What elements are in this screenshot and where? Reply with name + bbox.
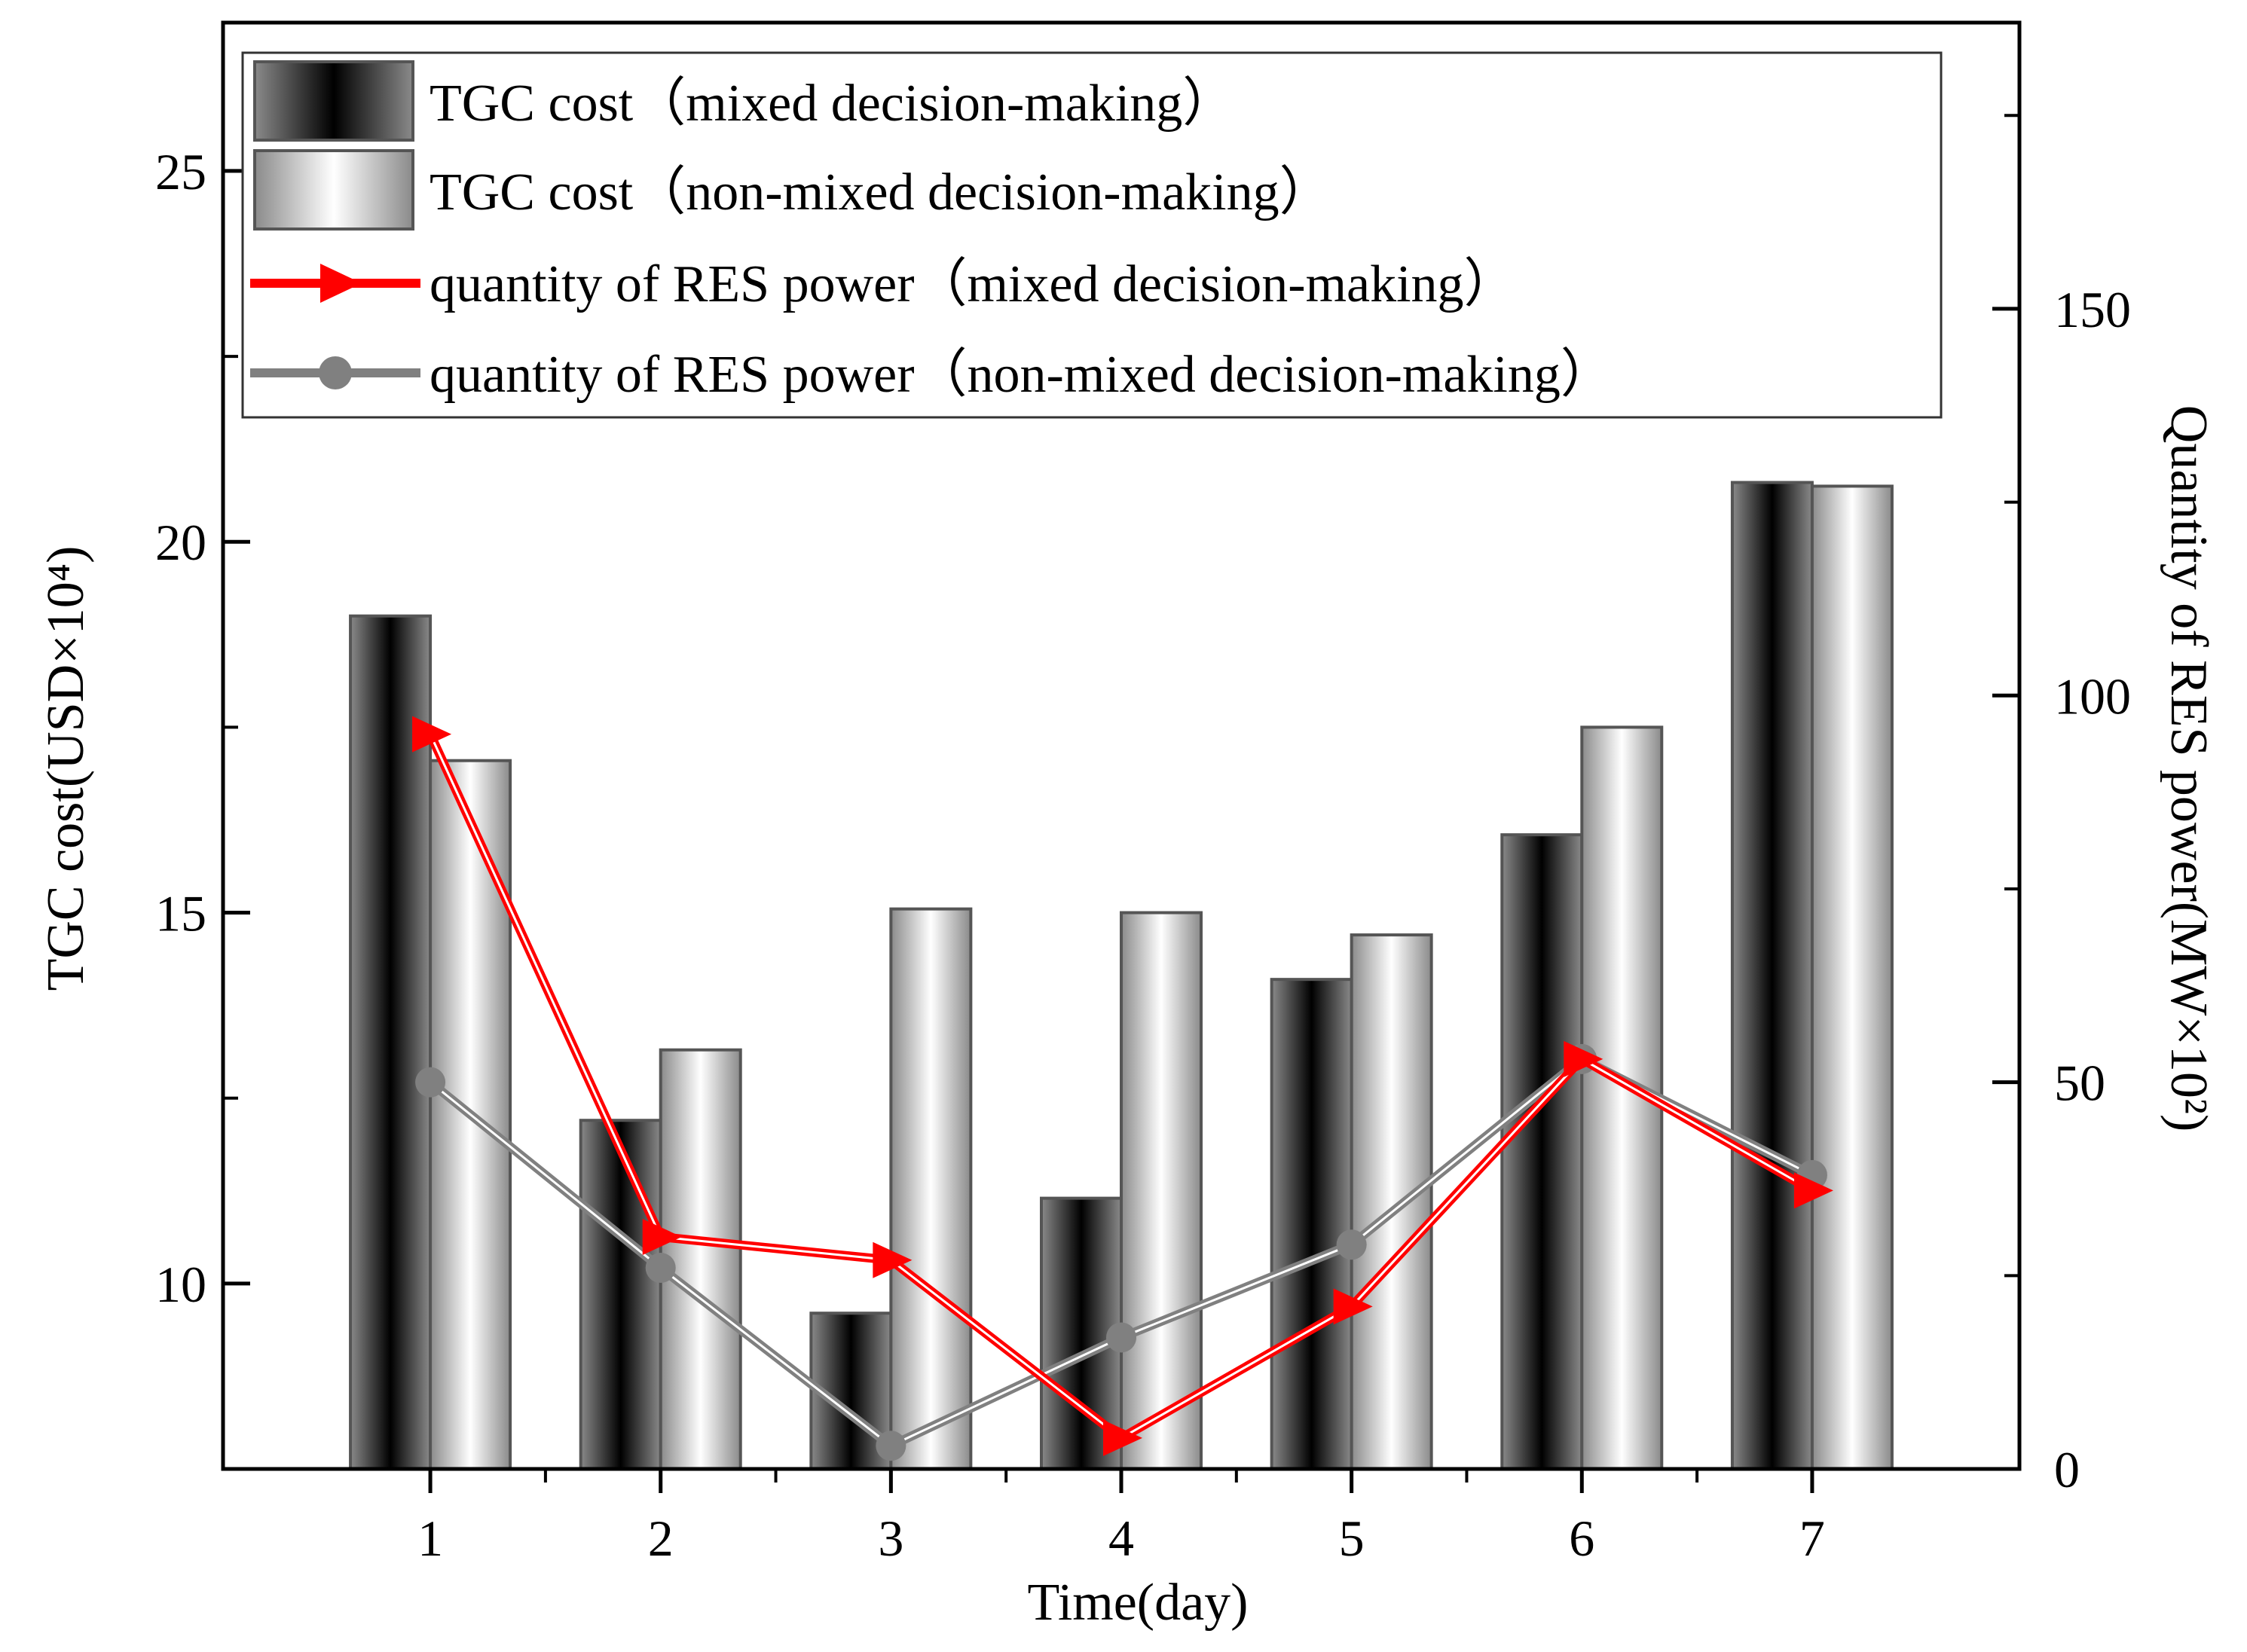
bars-layer xyxy=(349,481,1894,1471)
y-tick-label-10: 10 xyxy=(155,1256,206,1313)
marker-nonmixed-day-4 xyxy=(1106,1322,1136,1353)
y2-tick-label-0: 0 xyxy=(2054,1441,2080,1498)
y-axis-title: TGC cost(USD×10⁴) xyxy=(37,546,95,991)
y2-axis-title: Quantity of RES power(MW×10²) xyxy=(2160,405,2218,1131)
x-tick-label-6: 6 xyxy=(1569,1510,1594,1567)
y-tick-label-15: 15 xyxy=(155,885,206,942)
legend-label-line-nonmixed: quantity of RES power（non-mixed decision… xyxy=(430,346,1613,404)
ticks-layer: 10 15 20 25 0 50 100 150 1 2 3 4 5 6 7 xyxy=(155,114,2131,1567)
marker-nonmixed-day-1 xyxy=(415,1067,446,1098)
legend-label-bar-nonmixed: TGC cost（non-mixed decision-making） xyxy=(430,163,1332,221)
marker-mixed-day-7 xyxy=(1793,1172,1833,1209)
legend-swatch-bar-nonmixed xyxy=(253,149,414,231)
x-tick-label-2: 2 xyxy=(648,1510,674,1567)
lines-layer xyxy=(412,716,1833,1461)
marker-mixed-day-2 xyxy=(642,1218,682,1255)
x-tick-label-7: 7 xyxy=(1799,1510,1825,1567)
bar-nonmixed-day-4 xyxy=(1120,911,1203,1470)
marker-mixed-day-6 xyxy=(1564,1040,1603,1077)
marker-mixed-day-4 xyxy=(1103,1419,1142,1456)
marker-nonmixed-day-3 xyxy=(876,1431,906,1461)
legend-label-bar-mixed: TGC cost（mixed decision-making） xyxy=(430,75,1235,133)
bar-mixed-day-5 xyxy=(1270,978,1353,1470)
x-tick-label-1: 1 xyxy=(417,1510,443,1567)
bar-nonmixed-day-5 xyxy=(1350,933,1433,1470)
y2-tick-label-50: 50 xyxy=(2054,1055,2105,1112)
bar-mixed-day-1 xyxy=(349,614,433,1471)
marker-nonmixed-day-2 xyxy=(645,1253,676,1284)
legend-marker-triangle-icon xyxy=(320,264,362,303)
y2-tick-label-150: 150 xyxy=(2054,281,2131,338)
y-tick-label-20: 20 xyxy=(155,514,206,571)
bar-mixed-day-7 xyxy=(1730,481,1814,1470)
legend: TGC cost（mixed decision-making） TGC cost… xyxy=(241,51,1943,419)
marker-mixed-day-3 xyxy=(873,1241,913,1278)
y-tick-label-25: 25 xyxy=(155,143,206,200)
x-tick-label-5: 5 xyxy=(1339,1510,1365,1567)
legend-label-line-mixed: quantity of RES power（mixed decision-mak… xyxy=(430,255,1517,313)
marker-nonmixed-day-5 xyxy=(1336,1229,1367,1260)
x-axis-title: Time(day) xyxy=(1028,1574,1249,1632)
bar-nonmixed-day-3 xyxy=(889,907,973,1470)
marker-mixed-day-1 xyxy=(412,716,452,753)
x-tick-label-4: 4 xyxy=(1108,1510,1134,1567)
legend-frame xyxy=(241,51,1943,419)
legend-marker-circle-icon xyxy=(319,356,352,389)
bar-mixed-day-2 xyxy=(579,1119,662,1470)
bar-mixed-day-6 xyxy=(1500,833,1584,1470)
marker-mixed-day-5 xyxy=(1333,1288,1373,1325)
legend-swatch-bar-mixed xyxy=(253,60,414,142)
bar-nonmixed-day-7 xyxy=(1810,484,1894,1470)
y2-tick-label-100: 100 xyxy=(2054,667,2131,725)
x-tick-label-3: 3 xyxy=(878,1510,903,1567)
